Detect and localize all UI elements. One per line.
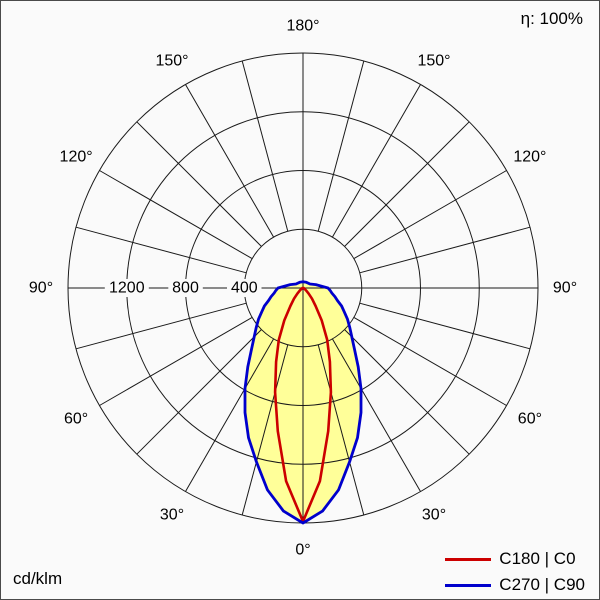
grid-ray	[99, 170, 253, 260]
grid-ray	[185, 338, 275, 492]
grid-ray	[317, 60, 365, 232]
radial-tick-label: 1200	[109, 280, 145, 297]
grid-ray	[353, 316, 507, 406]
grid-ray	[359, 226, 531, 274]
legend: C180 | C0 C270 | C90	[445, 549, 585, 595]
angle-label: 180°	[286, 18, 319, 35]
angle-label: 150°	[155, 53, 188, 70]
legend-label: C270 | C90	[499, 575, 585, 594]
angle-label: 60°	[518, 411, 542, 428]
angle-label: 60°	[64, 411, 88, 428]
angle-label: 30°	[160, 506, 184, 523]
grid-ray	[331, 84, 421, 238]
grid-ray	[331, 338, 421, 492]
unit-label: cd/klm	[13, 569, 63, 588]
angle-label: 90°	[553, 280, 577, 297]
radial-tick-label: 800	[172, 280, 199, 297]
legend-line-swatch	[445, 583, 492, 587]
tick-label-bg	[104, 279, 149, 297]
tick-label-bg	[168, 279, 203, 297]
grid-ray	[241, 60, 289, 232]
angle-label: 0°	[295, 542, 310, 559]
grid-ray	[353, 170, 507, 260]
grid-ray	[185, 84, 275, 238]
grid-ray	[359, 302, 531, 350]
angle-label: 120°	[60, 149, 93, 166]
efficiency-label: η: 100%	[520, 9, 583, 28]
legend-item: C180 | C0	[445, 549, 585, 569]
grid-ray	[241, 344, 289, 516]
curve-c0-c180	[273, 286, 333, 523]
grid-ray	[136, 329, 262, 455]
grid-ray	[99, 316, 253, 406]
legend-item: C270 | C90	[445, 575, 585, 595]
radial-tick-label: 400	[231, 280, 258, 297]
curve-c90-c270	[243, 280, 363, 525]
grid-ray	[344, 329, 470, 455]
grid-ray	[136, 121, 262, 247]
grid-ray	[344, 121, 470, 247]
grid-ray	[317, 344, 365, 516]
tick-label-bg	[227, 279, 262, 297]
angle-label: 150°	[417, 53, 450, 70]
angle-label: 30°	[422, 506, 446, 523]
grid-ray	[75, 226, 247, 274]
legend-label: C180 | C0	[499, 549, 576, 568]
angle-label: 90°	[29, 280, 53, 297]
grid-ray	[75, 302, 247, 350]
legend-line-swatch	[445, 557, 492, 561]
angle-label: 120°	[513, 149, 546, 166]
